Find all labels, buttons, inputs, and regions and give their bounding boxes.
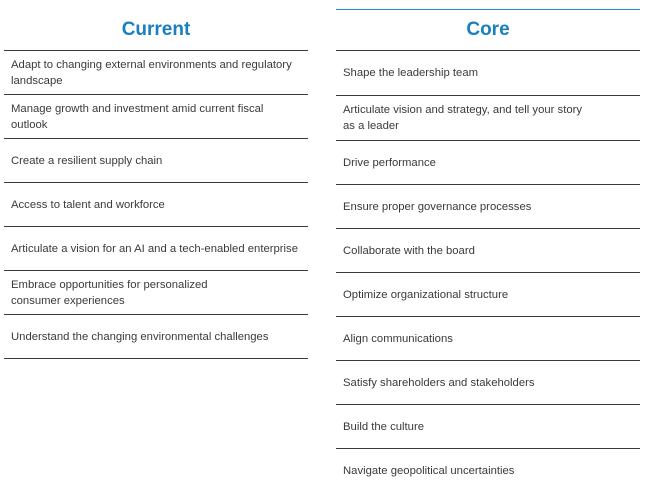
list-item: Articulate vision and strategy, and tell… [336, 96, 640, 141]
list-item: Collaborate with the board [336, 229, 640, 273]
core-list: Shape the leadership team Articulate vis… [336, 51, 640, 493]
current-column: Current Adapt to changing external envir… [4, 9, 308, 359]
list-item: Build the culture [336, 405, 640, 449]
core-column: Core Shape the leadership team Articulat… [336, 9, 640, 493]
list-item: Optimize organizational structure [336, 273, 640, 317]
current-heading: Current [4, 9, 308, 51]
list-item: Articulate a vision for an AI and a tech… [4, 227, 308, 271]
list-item: Navigate geopolitical uncertainties [343, 465, 515, 477]
core-heading: Core [336, 9, 640, 51]
list-item: Satisfy shareholders and stakeholders [336, 361, 640, 405]
list-item: Align communications [336, 317, 640, 361]
current-list: Adapt to changing external environments … [4, 51, 308, 359]
list-item: Drive performance [336, 141, 640, 185]
list-item: Understand the changing environmental ch… [4, 315, 308, 359]
list-item: Create a resilient supply chain [4, 139, 308, 183]
list-item: Ensure proper governance processes [336, 185, 640, 229]
list-item: Embrace opportunities for personalized c… [4, 271, 308, 315]
list-item: Access to talent and workforce [4, 183, 308, 227]
list-item: Manage growth and investment amid curren… [4, 95, 308, 139]
list-item: Shape the leadership team [336, 51, 640, 96]
list-item: Adapt to changing external environments … [4, 51, 308, 95]
